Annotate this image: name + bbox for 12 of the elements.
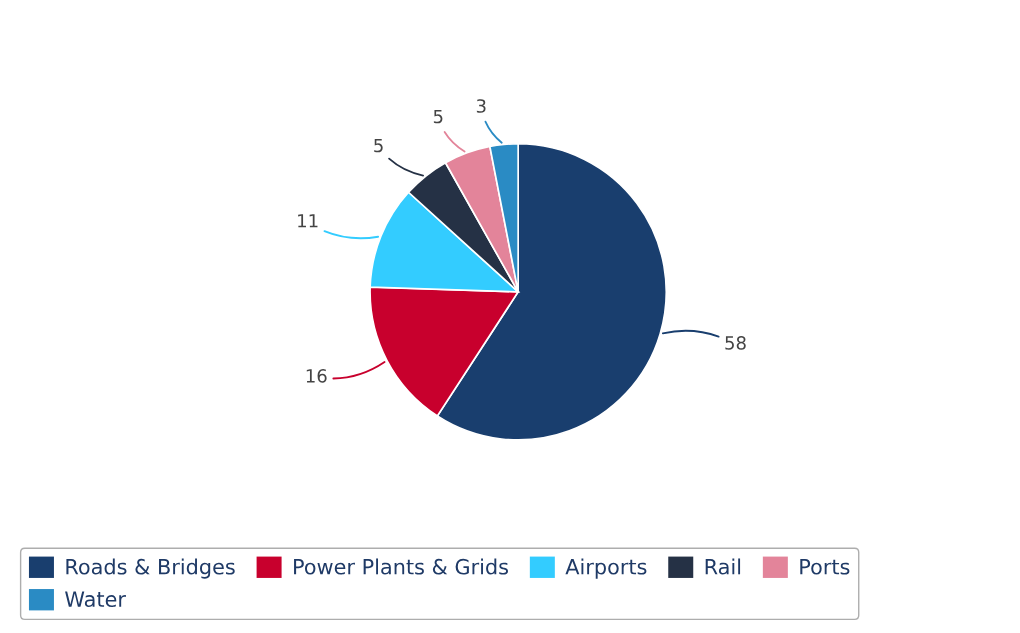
- data-label: 58: [725, 336, 746, 350]
- data-label: 3: [476, 99, 486, 113]
- data-label: 5: [374, 138, 383, 153]
- legend-label: Power Plants & Grids: [294, 558, 508, 575]
- legend-label: Roads & Bridges: [66, 558, 235, 579]
- legend-label: Airports: [565, 558, 647, 579]
- legend-label: Rail: [705, 558, 741, 575]
- data-label: 5: [433, 109, 443, 124]
- data-label: 11: [298, 214, 318, 228]
- legend-label: Ports: [800, 559, 850, 575]
- data-label: 16: [306, 369, 327, 383]
- legend-label: Water: [65, 591, 126, 608]
